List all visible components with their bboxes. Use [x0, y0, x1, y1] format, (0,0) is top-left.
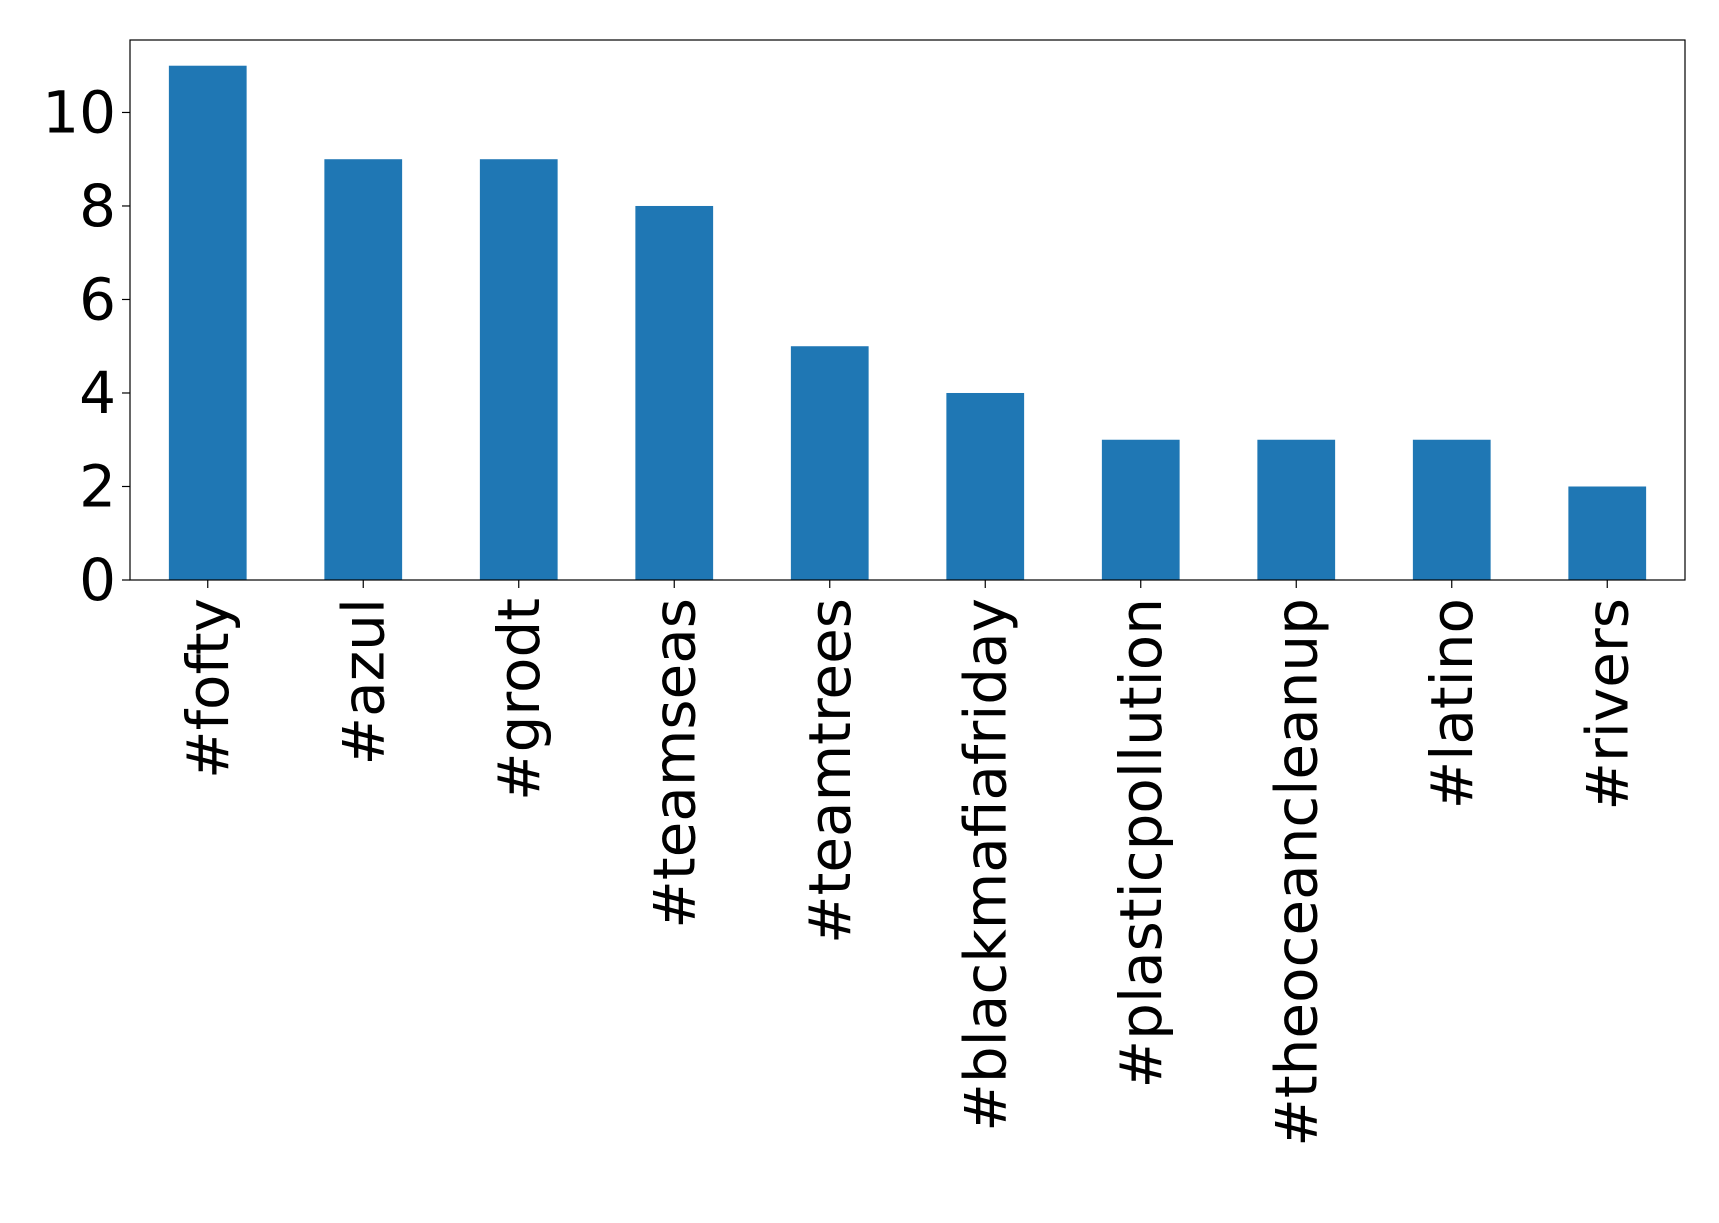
x-tick-label: #azul: [329, 598, 397, 765]
bar-rivers: [1568, 486, 1647, 580]
y-tick-label: 6: [79, 265, 116, 333]
bar-theoceancleanup: [1257, 439, 1336, 580]
bar-latino: [1412, 439, 1491, 580]
y-tick-label: 2: [79, 452, 116, 520]
x-tick-label: #plasticpollution: [1107, 598, 1175, 1088]
bar-fofty: [168, 65, 247, 580]
plot-area-frame: [129, 39, 1686, 581]
y-tick-label: 10: [42, 78, 116, 146]
x-tick-label: #teamtrees: [796, 598, 864, 944]
bar-teamseas: [635, 205, 714, 580]
x-tick-label: #latino: [1418, 598, 1486, 809]
bar-azul: [324, 159, 403, 581]
bar-teamtrees: [790, 346, 869, 580]
bar-plasticpollution: [1101, 439, 1180, 580]
x-tick-label: #fofty: [174, 598, 242, 779]
y-tick-label: 4: [79, 359, 116, 427]
x-tick-label: #teamseas: [640, 598, 708, 929]
x-axis: #fofty #azul #grodt #teamseas #teamtrees #bla…: [174, 580, 1641, 1147]
x-tick-label: #rivers: [1573, 598, 1641, 811]
y-tick-label: 8: [79, 172, 116, 240]
bar-blackmafiafriday: [946, 392, 1025, 580]
x-tick-label: #grodt: [485, 598, 553, 801]
bar-grodt: [479, 159, 558, 581]
y-tick-label: 0: [79, 546, 116, 614]
x-tick-label: #theoceancleanup: [1262, 598, 1330, 1147]
x-tick-label: #blackmafiafriday: [951, 598, 1019, 1132]
bars-group: [168, 65, 1647, 581]
y-axis: 0 2 4 6 8 10: [42, 78, 130, 614]
